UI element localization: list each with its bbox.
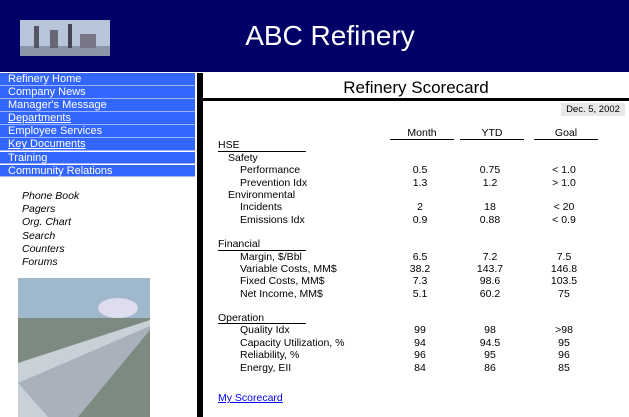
header-row: Month YTD Goal [218,127,618,139]
cell-value: 94.5 [460,337,520,349]
cell-value: 85 [534,362,594,374]
cell-value: < 0.9 [534,214,594,226]
cell-value: 0.5 [390,164,450,176]
cell-value: 1.3 [390,177,450,189]
nav-item[interactable]: Training [0,152,195,165]
cell-value: 99 [390,324,450,336]
cell-value: 18 [460,201,520,213]
cell-value: 84 [390,362,450,374]
side-link[interactable]: Org. Chart [22,216,79,229]
table-row: Environmental [218,189,618,201]
column-header: Goal [534,127,598,140]
page: {"header":{"title":"ABC Refinery"}, "nav… [0,0,629,417]
row-label: Safety [218,152,618,164]
cell-value: 7.2 [460,251,520,263]
nav-item[interactable]: Employee Services [0,125,195,138]
date: Dec. 5, 2002 [561,103,625,116]
cell-value: 86 [460,362,520,374]
cell-value: 103.5 [534,275,594,287]
nav-item[interactable]: Key Documents [0,138,195,151]
scorecard-title: Refinery Scorecard [203,77,629,101]
nav-item[interactable]: Manager's Message [0,99,195,112]
cell-value: < 1.0 [534,164,594,176]
nav-item[interactable]: Community Relations [0,165,195,178]
cell-value: 98.6 [460,275,520,287]
side-link[interactable]: Search [22,230,79,243]
nav-item[interactable]: Departments [0,112,195,125]
cell-value: 96 [534,349,594,361]
cell-value: 1.2 [460,177,520,189]
site-title: ABC Refinery [200,20,460,52]
cell-value: 0.75 [460,164,520,176]
cell-value: 95 [460,349,520,361]
cell-value: 98 [460,324,520,336]
cell-value: >98 [534,324,594,336]
cell-value: 60.2 [460,288,520,300]
cell-value: 6.5 [390,251,450,263]
cell-value: > 1.0 [534,177,594,189]
banner: ABC Refinery [0,0,629,72]
scorecard-link[interactable]: My Scorecard [218,392,283,404]
cell-value: < 20 [534,201,594,213]
cell-value: 75 [534,288,594,300]
cell-value: 7.3 [390,275,450,287]
row-label: Environmental [218,189,618,201]
side-link[interactable]: Forums [22,256,79,269]
cell-value: 2 [390,201,450,213]
nav-item[interactable]: Company News [0,86,195,99]
cell-value: 143.7 [460,263,520,275]
cell-value: 5.1 [390,288,450,300]
cell-value: 38.2 [390,263,450,275]
cell-value: 95 [534,337,594,349]
column-header: Month [390,127,454,140]
section-title: Operation [218,312,306,324]
column-header: YTD [460,127,524,140]
cell-value: 146.8 [534,263,594,275]
cell-value: 7.5 [534,251,594,263]
cell-value: 0.88 [460,214,520,226]
pipeline-image [18,278,150,417]
logo-image [20,20,110,56]
side-link[interactable]: Pagers [22,203,79,216]
nav-item[interactable]: Refinery Home [0,73,195,86]
section-title: HSE [218,139,306,151]
side-link[interactable]: Counters [22,243,79,256]
side-link[interactable]: Phone Book [22,190,79,203]
cell-value: 96 [390,349,450,361]
table-row: Safety [218,152,618,164]
cell-value: 94 [390,337,450,349]
cell-value: 0.9 [390,214,450,226]
section-title: Financial [218,238,306,250]
